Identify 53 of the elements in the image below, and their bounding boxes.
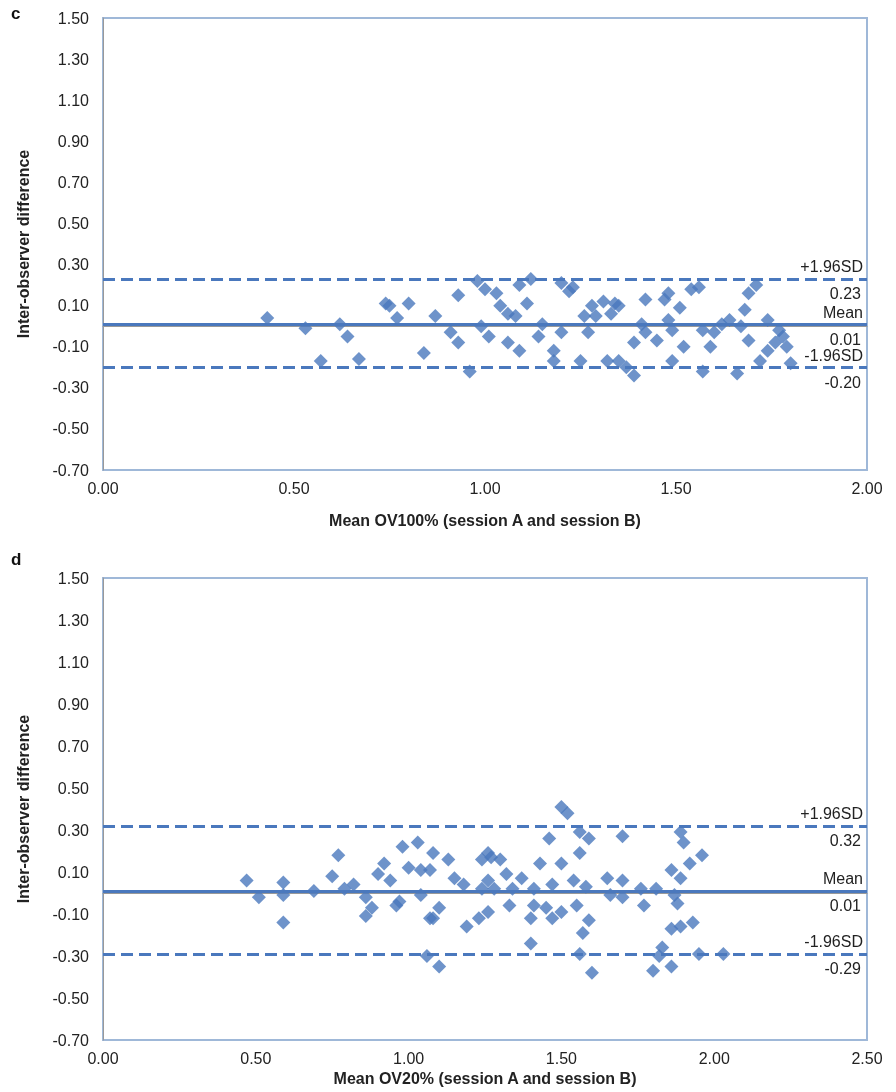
x-tick-label: 2.00 [851, 479, 883, 497]
ref-line-label: -1.96SD [804, 346, 863, 364]
y-tick-label: 0.10 [57, 863, 90, 881]
y-tick-label: -0.10 [52, 905, 90, 923]
y-tick-label: 0.90 [57, 695, 90, 713]
chart-title: d [11, 550, 22, 569]
chart-title: c [11, 4, 21, 23]
y-tick-label: 0.50 [57, 779, 90, 797]
x-tick-label: 0.00 [87, 1049, 119, 1067]
y-tick-label: -0.70 [52, 461, 90, 479]
ref-line-label: Mean [822, 870, 863, 888]
y-tick-label: -0.50 [52, 989, 90, 1007]
y-tick-label: 0.30 [57, 256, 90, 274]
y-axis-title: Inter-observer difference [14, 149, 32, 339]
annotation: 0.32 [829, 832, 862, 850]
x-tick-label: 0.00 [87, 479, 119, 497]
y-axis-title: Inter-observer difference [14, 714, 32, 904]
y-tick-label: 1.50 [57, 9, 90, 27]
y-tick-label: -0.50 [52, 420, 90, 438]
annotation: -0.29 [824, 960, 862, 978]
x-tick-label: 2.50 [851, 1049, 883, 1067]
y-tick-label: 1.50 [57, 569, 90, 587]
ref-line-label: +1.96SD [800, 258, 863, 276]
annotation: 0.01 [829, 897, 862, 915]
y-tick-label: -0.10 [52, 338, 90, 356]
x-tick-label: 2.00 [698, 1049, 730, 1067]
y-tick-label: 0.50 [57, 214, 90, 232]
annotation: -0.20 [824, 373, 862, 391]
y-tick-label: -0.70 [52, 1031, 90, 1049]
y-tick-label: 0.70 [57, 737, 90, 755]
x-tick-label: 0.50 [278, 479, 310, 497]
x-tick-label: 1.00 [393, 1049, 425, 1067]
ref-line-label: Mean [822, 303, 863, 321]
y-tick-label: 0.70 [57, 173, 90, 191]
annotation: 0.23 [829, 285, 862, 303]
x-axis-title: Mean OV20% (session A and session B) [333, 1070, 637, 1088]
x-tick-label: 1.50 [660, 479, 692, 497]
y-tick-label: 1.10 [57, 91, 90, 109]
y-tick-label: 1.10 [57, 653, 90, 671]
x-tick-label: 1.50 [545, 1049, 578, 1067]
y-tick-label: 0.30 [57, 821, 90, 839]
ref-line-label: +1.96SD [800, 805, 863, 823]
annotation: 0.01 [829, 330, 862, 348]
y-tick-label: 1.30 [57, 611, 90, 629]
y-tick-label: 0.90 [57, 132, 90, 150]
y-tick-label: -0.30 [52, 379, 90, 397]
y-tick-label: 0.10 [57, 297, 90, 315]
y-tick-label: -0.30 [52, 947, 90, 965]
x-axis-title: Mean OV100% (session A and session B) [329, 511, 641, 529]
x-tick-label: 1.00 [469, 479, 501, 497]
ref-line-label: -1.96SD [804, 933, 863, 951]
y-tick-label: 1.30 [57, 50, 90, 68]
x-tick-label: 0.50 [240, 1049, 272, 1067]
